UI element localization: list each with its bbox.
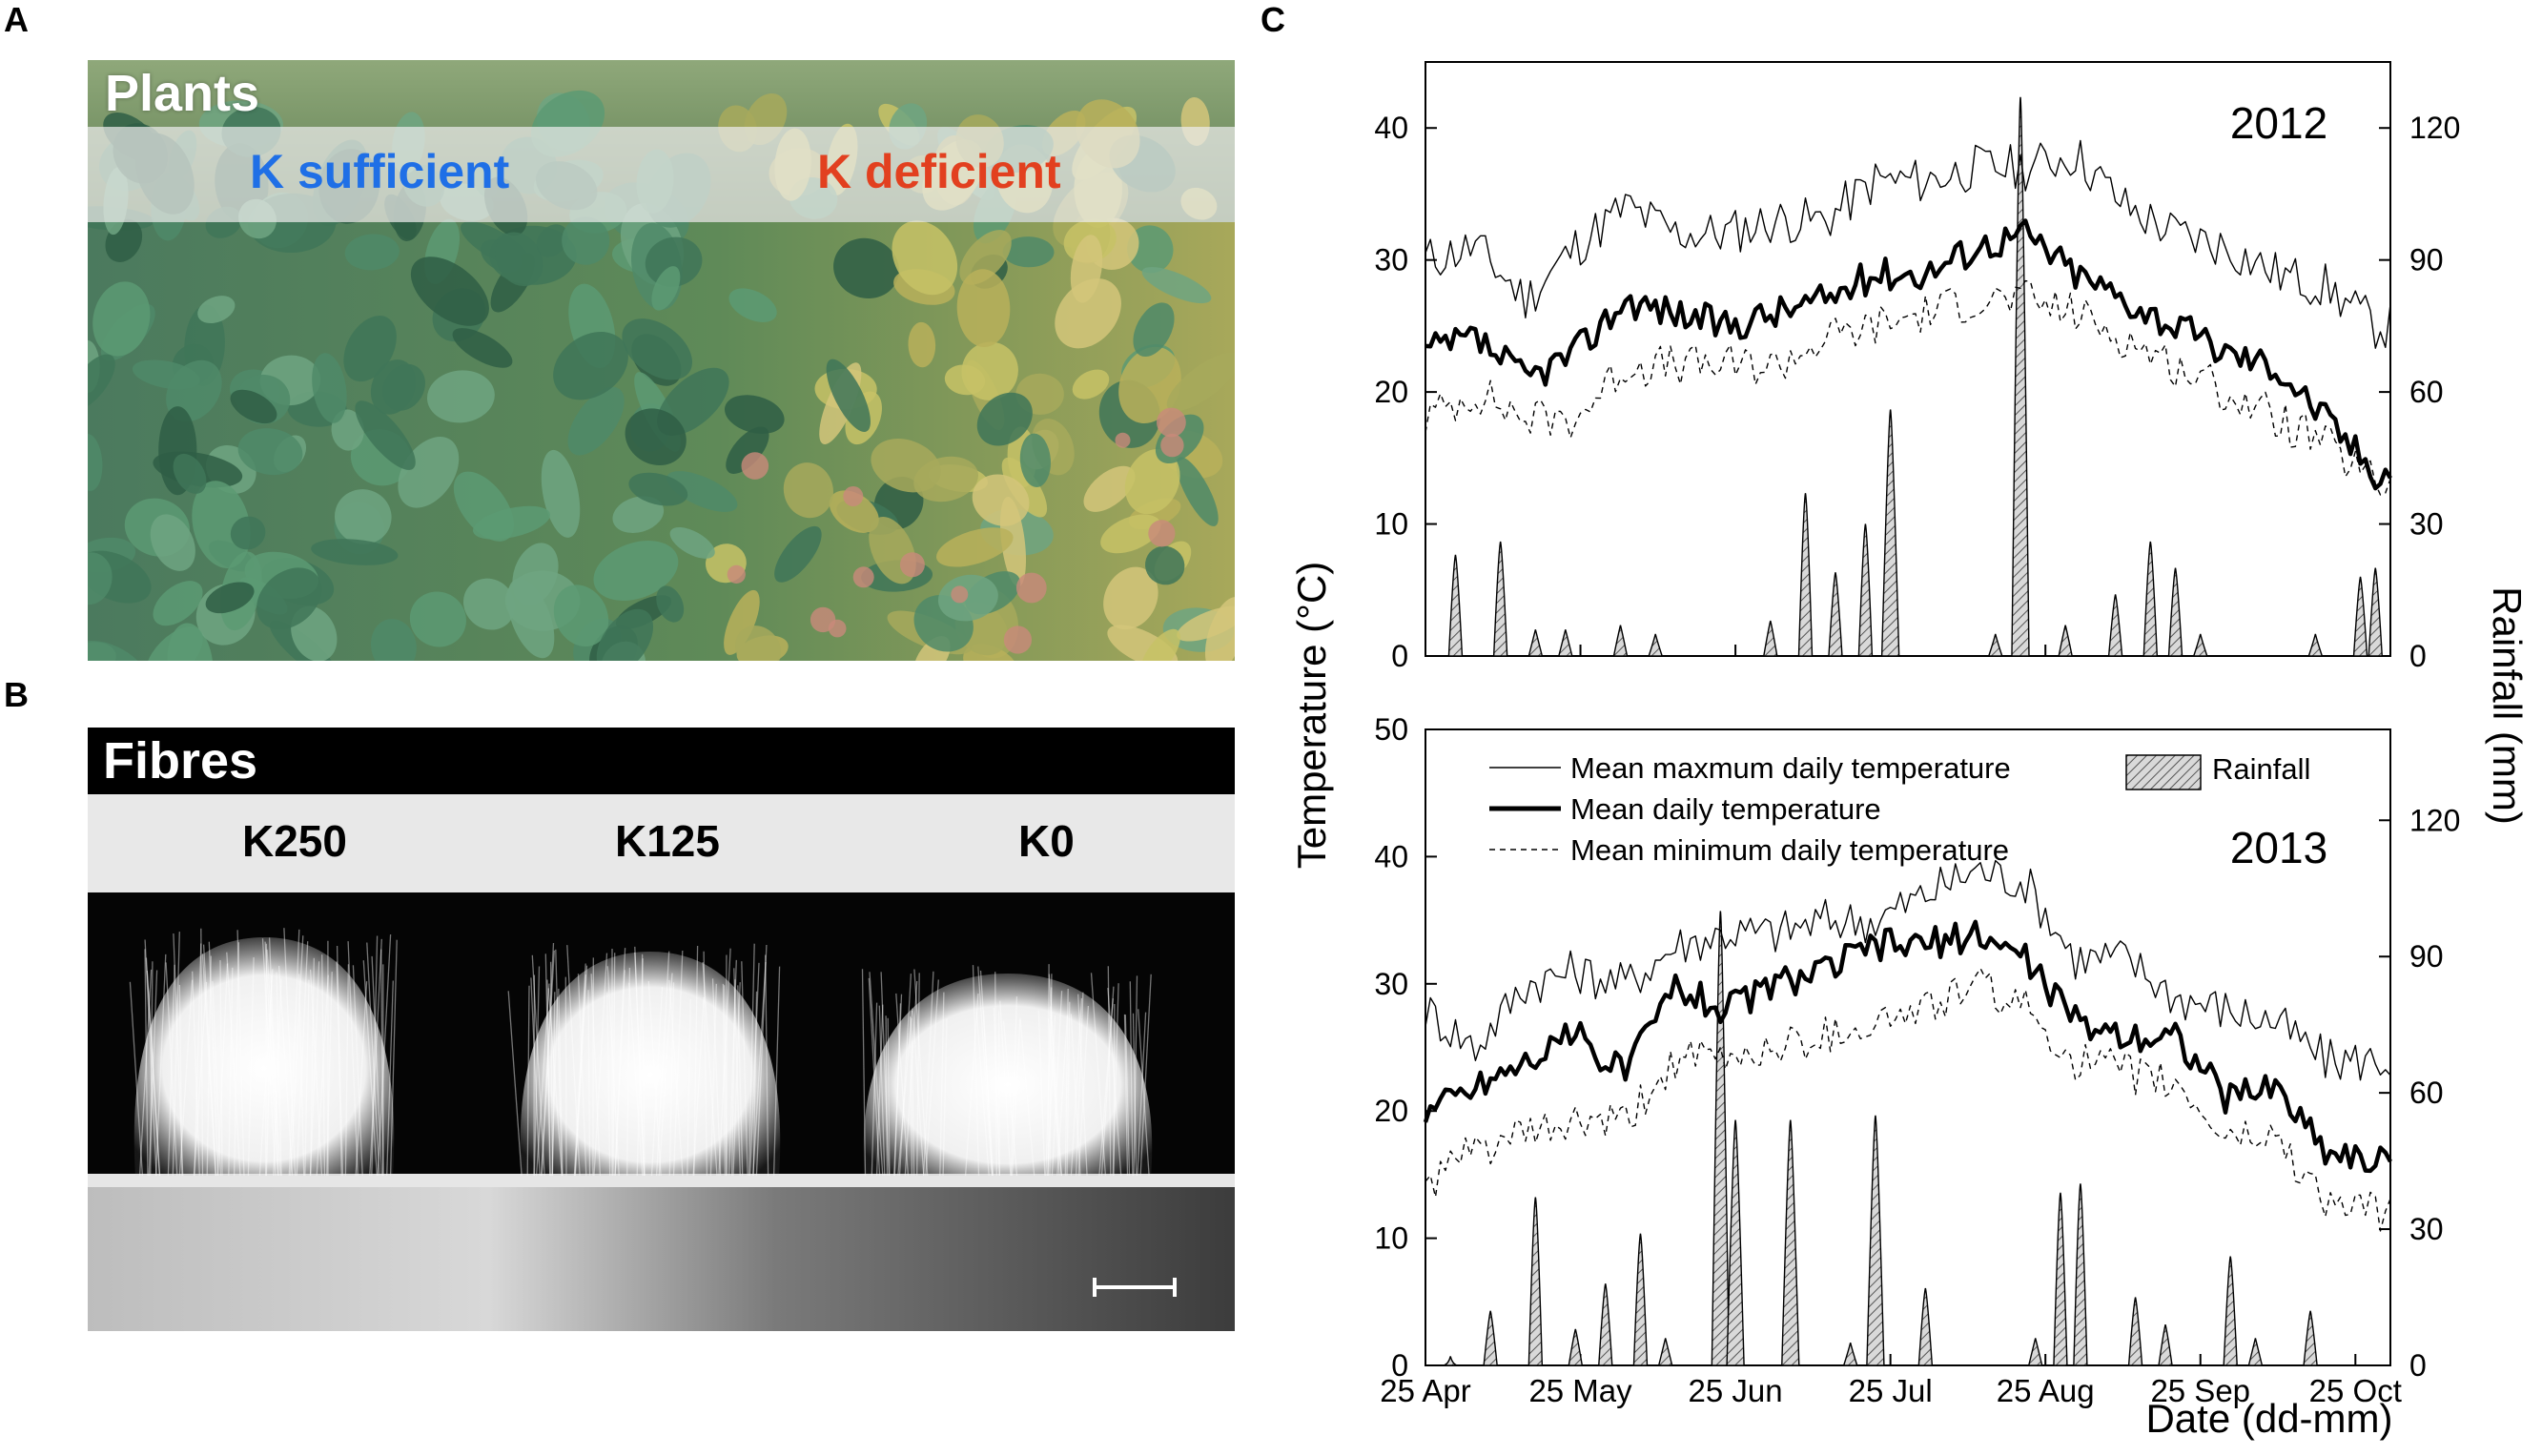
- fibre-label-k0: K0: [1018, 815, 1075, 867]
- max-temp-line-2012: [1425, 140, 2390, 348]
- min-temp-line-2013: [1425, 969, 2390, 1231]
- rainfall-bar-2012: [1882, 410, 1899, 656]
- legend-label-rain: Rainfall: [2212, 752, 2310, 786]
- rainfall-bar-2012: [2059, 625, 2072, 656]
- x-tick-label: 25 May: [1528, 1373, 1632, 1408]
- rainfall-bar-2012: [1799, 493, 1813, 656]
- y-tick-label-right: 60: [2409, 1076, 2444, 1110]
- y-tick-label-right: 0: [2409, 639, 2427, 673]
- max-temp-line-2013: [1425, 861, 2390, 1080]
- rainfall-bar-2013: [2074, 1183, 2087, 1365]
- weather-chart-svg: 0102030400306090120010203040500306090120…: [1268, 38, 2536, 1451]
- rainfall-bar-2013: [1727, 1120, 1744, 1365]
- fibre-label-k250: K250: [242, 815, 347, 867]
- panel-letter-b: B: [4, 675, 29, 715]
- y-tick-label-right: 120: [2409, 803, 2460, 837]
- x-tick-label: 25 Jun: [1689, 1373, 1783, 1408]
- y-tick-label-left: 0: [1391, 639, 1408, 673]
- rainfall-bar-2012: [2194, 634, 2207, 656]
- y-tick-label-left: 20: [1374, 375, 1408, 409]
- y-tick-label-left: 30: [1374, 967, 1408, 1001]
- x-tick-label: 25 Aug: [1997, 1373, 2095, 1408]
- rainfall-bar-2013: [2054, 1193, 2067, 1365]
- y-tick-label-left: 10: [1374, 1221, 1408, 1256]
- fibres-title-bar: [88, 728, 1235, 794]
- rainfall-bar-2013: [2248, 1338, 2262, 1365]
- legend-swatch-rain: [2126, 755, 2201, 790]
- x-axis-title: Date (dd-mm): [2145, 1396, 2392, 1441]
- rainfall-bar-2013: [2159, 1324, 2172, 1365]
- y-tick-label-right: 30: [2409, 507, 2444, 542]
- y-tick-label-right: 90: [2409, 243, 2444, 277]
- rainfall-bar-2012: [1649, 634, 1662, 656]
- rainfall-bar-2012: [1829, 572, 1842, 656]
- fibres-title: Fibres: [103, 731, 257, 790]
- x-tick-label: 25 Jul: [1849, 1373, 1933, 1408]
- rainfall-bar-2013: [1633, 1234, 1647, 1365]
- fibre-label-k125: K125: [615, 815, 720, 867]
- rainfall-bar-2013: [1918, 1288, 1932, 1365]
- rainfall-bar-2012: [1764, 621, 1777, 656]
- rainfall-bar-2013: [1867, 1116, 1884, 1365]
- y-tick-label-left: 50: [1374, 712, 1408, 747]
- y-tick-label-right: 0: [2409, 1348, 2427, 1383]
- rainfall-bar-2012: [2143, 542, 2157, 656]
- rainfall-bar-2012: [2109, 594, 2122, 656]
- rainfall-bar-2012: [1858, 524, 1872, 656]
- legend-label-mean: Mean daily temperature: [1570, 792, 1881, 826]
- legend-label-max: Mean maxmum daily temperature: [1570, 751, 2011, 785]
- k-sufficient-label: K sufficient: [250, 144, 509, 199]
- rainfall-bar-2012: [1989, 634, 2002, 656]
- fibres-photo: Fibres K250 K125 K0: [88, 728, 1235, 1331]
- rainfall-bar-2013: [2304, 1311, 2317, 1365]
- legend-label-min: Mean minimum daily temperature: [1570, 833, 2009, 867]
- y-tick-label-left: 20: [1374, 1094, 1408, 1128]
- mean-temp-line-2013: [1425, 922, 2390, 1171]
- y-tick-label-left: 40: [1374, 839, 1408, 873]
- rainfall-bar-2013: [2029, 1338, 2042, 1365]
- rainfall-bar-2013: [1659, 1338, 1672, 1365]
- rainfall-bar-2013: [1712, 912, 1729, 1365]
- rainfall-bar-2013: [1528, 1198, 1542, 1365]
- year-label-2013: 2013: [2230, 823, 2327, 872]
- rainfall-bar-2012: [1613, 625, 1627, 656]
- rainfall-bar-2012: [1448, 555, 1462, 656]
- min-temp-line-2012: [1425, 281, 2390, 495]
- y-axis-title-right: Rainfall (mm): [2485, 586, 2530, 825]
- plants-photo: Plants K sufficient K deficient: [88, 60, 1235, 661]
- rainfall-bar-2013: [1782, 1120, 1799, 1365]
- plants-title: Plants: [105, 64, 259, 123]
- rainfall-bar-2013: [2224, 1257, 2237, 1365]
- rainfall-bar-2012: [1494, 542, 1507, 656]
- y-tick-label-right: 90: [2409, 939, 2444, 974]
- plot-frame-2012: [1425, 62, 2390, 656]
- y-axis-title-left: Temperature (°C): [1289, 562, 1334, 870]
- panel-letter-c: C: [1261, 0, 1285, 40]
- rainfall-bar-2013: [1484, 1311, 1497, 1365]
- rainfall-bar-2012: [2354, 577, 2368, 656]
- y-tick-label-right: 60: [2409, 375, 2444, 409]
- rainfall-bar-2013: [1844, 1343, 1857, 1365]
- x-tick-label: 25 Apr: [1380, 1373, 1470, 1408]
- rainfall-bar-2012: [1528, 629, 1542, 656]
- y-tick-label-left: 40: [1374, 111, 1408, 145]
- rainfall-bar-2012: [2308, 634, 2322, 656]
- rainfall-bar-2013: [1599, 1283, 1612, 1365]
- rainfall-bar-2013: [2129, 1298, 2142, 1365]
- rainfall-bar-2012: [1559, 629, 1572, 656]
- mean-temp-line-2012: [1425, 221, 2390, 489]
- y-tick-label-left: 10: [1374, 507, 1408, 542]
- year-label-2012: 2012: [2230, 98, 2327, 148]
- rainfall-bar-2012: [2368, 568, 2382, 656]
- y-tick-label-right: 30: [2409, 1212, 2444, 1246]
- k-deficient-label: K deficient: [817, 144, 1061, 199]
- panel-letter-a: A: [4, 0, 29, 40]
- y-tick-label-left: 30: [1374, 243, 1408, 277]
- rainfall-bar-2012: [2169, 568, 2183, 656]
- rainfall-bar-2013: [1444, 1356, 1457, 1365]
- y-tick-label-right: 120: [2409, 111, 2460, 145]
- rainfall-bar-2013: [1568, 1329, 1582, 1365]
